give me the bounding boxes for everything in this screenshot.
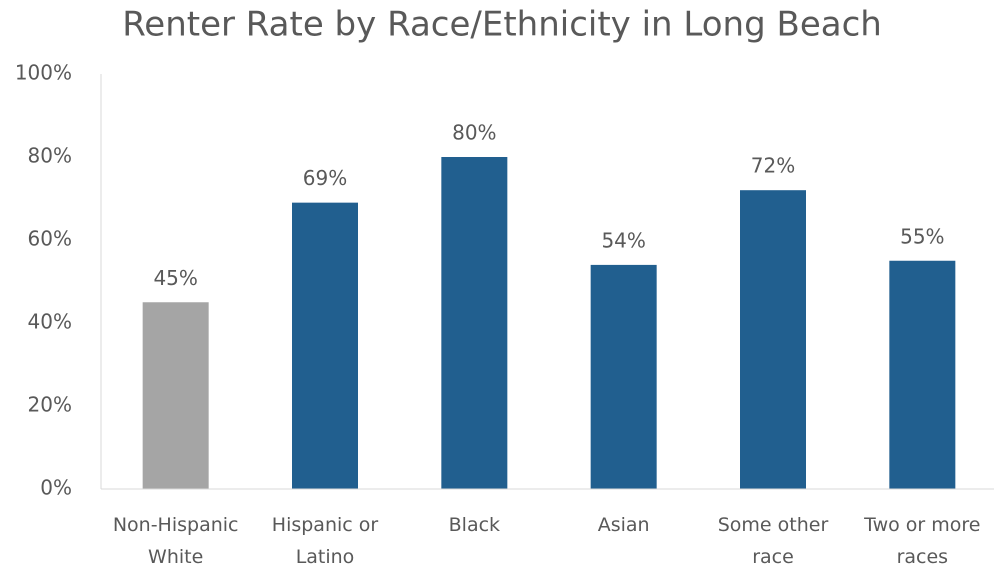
value-label: 45% xyxy=(153,266,197,290)
x-tick-label: Some other race xyxy=(717,514,829,568)
bar xyxy=(740,190,806,489)
value-label: 55% xyxy=(900,224,944,248)
y-tick-label: 100% xyxy=(15,61,72,85)
bar xyxy=(441,157,508,489)
x-tick-label: Hispanic or Latino xyxy=(271,514,379,568)
bar xyxy=(889,260,956,489)
y-tick-label: 60% xyxy=(28,227,72,251)
value-label: 69% xyxy=(303,166,347,190)
y-tick-label: 40% xyxy=(28,310,72,334)
chart-title: Renter Rate by Race/Ethnicity in Long Be… xyxy=(122,5,882,45)
bar xyxy=(590,264,657,489)
x-tick-label: Non-Hispanic White xyxy=(112,514,239,568)
y-tick-label: 80% xyxy=(28,144,72,168)
y-tick-label: 20% xyxy=(28,393,72,417)
bar xyxy=(142,302,209,489)
value-label: 80% xyxy=(452,121,496,145)
bar xyxy=(292,202,358,489)
x-tick-label: Two or more races xyxy=(864,514,981,568)
x-tick-label: Asian xyxy=(597,514,650,536)
y-tick-label: 0% xyxy=(40,476,72,500)
value-label: 72% xyxy=(751,154,795,178)
value-label: 54% xyxy=(601,228,645,252)
x-tick-label: Black xyxy=(448,514,501,536)
